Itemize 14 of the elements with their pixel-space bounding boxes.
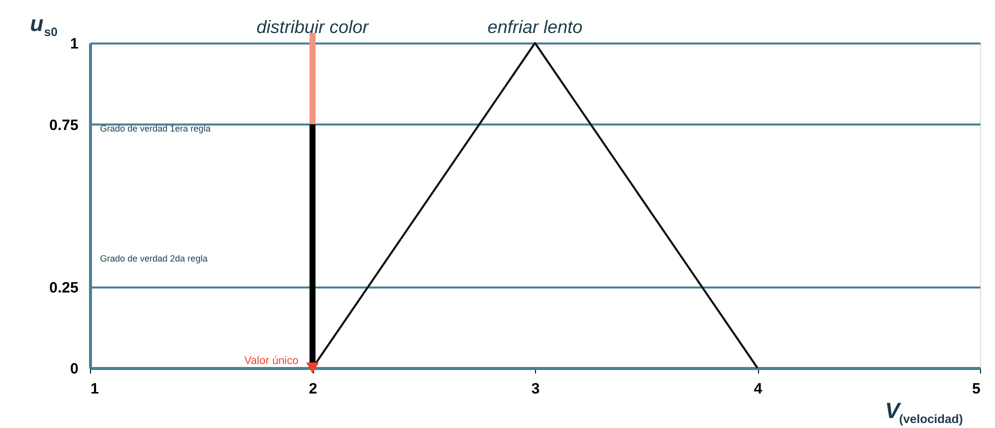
annotation: Grado de verdad 1era regla [100,123,211,134]
x-tick-label: 5 [972,380,980,398]
text: enfriar lento [487,17,583,37]
text: distribuir color [256,17,370,37]
x-tick-label: 2 [308,380,318,398]
y-tick-label: 0.25 [49,279,78,296]
annotation: Valor único [244,355,298,367]
y-tick-label: 1 [70,36,78,52]
x-tick-label: 4 [754,380,763,398]
x-tick-label: 1 [90,380,99,398]
y-tick-label: 0 [70,360,78,378]
annotation: Grado de verdad 2da regla [100,253,208,264]
x-tick-label: 3 [531,380,540,398]
y-tick-label: 0.75 [49,116,78,134]
